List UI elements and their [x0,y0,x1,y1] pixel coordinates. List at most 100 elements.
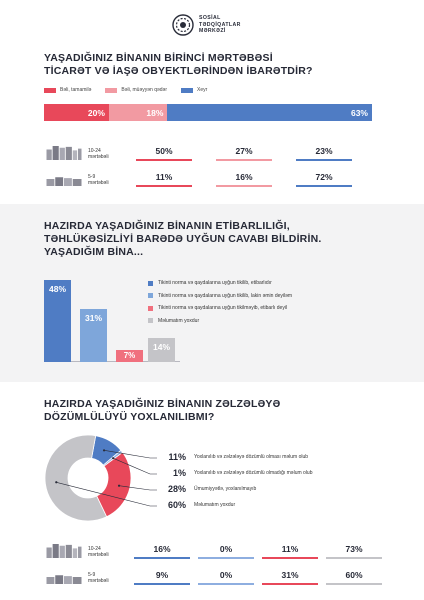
q1-row-tall-cell-value-1: 27% [235,146,253,156]
logo-text: SOSİAL TƏDQİQATLAR MƏRKƏZİ [199,15,241,35]
q1-legend-label-full-yes: Bəli, tamamilə [60,87,92,93]
q3-row-low-label: 5-9 mərtəbəli [88,572,124,584]
q3-row-tall-cell-value-1: 0% [219,544,233,554]
q1-legend-label-partial-yes: Bəli, müəyyən qədər [121,87,167,93]
q3-legend-label-1: Yoxlanılıb və zəlzələyə dözümlü olmadığı… [194,470,313,476]
q2-bar-label-1: 31% [84,313,102,324]
q3-legend-label-2: Ümumiyyətlə, yoxlanılmayıb [194,486,257,492]
q3-row-tall-cell-underline-0 [134,557,190,559]
q3-row-tall-cell-2: 11% [262,544,318,559]
q3-row-tall-cell-value-0: 16% [153,544,171,554]
q3-row-low-cell-1: 0% [198,570,254,585]
q3-row-tall-label-line-2: mərtəbəli [88,552,109,558]
q1-row-tall-cell-underline-0 [136,159,192,161]
q2-title: HAZIRDA YAŞADIĞINIZ BİNANIN ETİBARLILIĞI… [44,220,321,259]
q2-bar-2: 7% [116,350,143,362]
q3-row-tall-cell-underline-2 [262,557,318,559]
section-first-floor [0,0,424,204]
q1-row-tall-cell-1: 27% [216,146,272,161]
q1-row-tall-label-line-1: 10-24 [88,148,101,154]
q1-row-tall-label: 10-24 mərtəbəli [88,148,124,160]
q1-row-low-label-line-1: 5-9 [88,174,96,180]
q3-row-tall: 10-24 mərtəbəli 16% 0% 11% 73% [44,544,382,568]
q3-row-tall-cell-underline-1 [198,557,254,559]
q3-row-low: 5-9 mərtəbəli 9% 0% 31% 60% [44,570,382,594]
q1-row-low-label: 5-9 mərtəbəli [88,174,124,186]
q3-legend-value-2: 28% [167,484,186,494]
q1-row-low-cell-1: 16% [216,172,272,187]
q3-legend-item-1: 1% Yoxlanılıb və zəlzələyə dözümlü olmadı… [160,468,380,484]
q3-title-line-1: HAZIRDA YAŞADIĞINIZ BİNANIN ZƏLZƏLƏYƏ [44,398,281,410]
q2-legend-item-0: Tikinti norma və qaydalarına uyğun tikil… [148,277,292,290]
q2-legend-swatch-3 [148,318,153,324]
logo-emblem-icon [172,14,194,36]
q1-row-low-cell-underline-0 [136,185,192,187]
q2-legend-label-0: Tikinti norma və qaydalarına uyğun tikil… [158,280,272,287]
q1-bar-label-full-yes: 20% [87,107,105,118]
q3-row-low-cell-value-1: 0% [219,570,233,580]
q2-bar-0: 48% [44,280,71,362]
q3-row-low-cell-underline-2 [262,583,318,585]
q3-legend-value-0: 11% [168,452,186,462]
q3-legend-item-0: 11% Yoxlanılıb və zəlzələyə dözümlü olmas… [160,452,380,468]
q3-row-low-cell-underline-1 [198,583,254,585]
q2-legend: Tikinti norma və qaydalarına uyğun tikil… [148,277,292,327]
q1-row-low-label-line-2: mərtəbəli [88,180,109,186]
q3-legend-item-3: 60% Məlumatım yoxdur [160,500,380,516]
q2-legend-item-1: Tikinti norma və qaydalarına uyğun tikil… [148,290,292,303]
q2-legend-swatch-1 [148,293,153,299]
q3-legend-label-0: Yoxlanılıb və zəlzələyə dözümlü olması m… [194,454,309,460]
q3-row-low-label-line-2: mərtəbəli [88,578,109,584]
q2-legend-swatch-2 [148,305,153,311]
q1-row-low-cell-0: 11% [136,172,192,187]
q3-row-low-cell-value-3: 60% [345,570,363,580]
logo: SOSİAL TƏDQİQATLAR MƏRKƏZİ [172,14,241,36]
q1-legend-item-no: Xeyr [181,87,207,93]
q2-bar-label-2: 7% [123,351,136,361]
q1-row-low: 5-9 mərtəbəli 11% 16% 72% [44,172,372,196]
q3-row-low-cell-value-2: 31% [281,570,299,580]
low-building-icon [46,575,82,584]
logo-line-3: MƏRKƏZİ [199,28,226,35]
q1-legend-item-full-yes: Bəli, tamamilə [44,87,91,93]
q1-row-tall-cell-underline-2 [296,159,352,161]
q3-row-tall-cell-0: 16% [134,544,190,559]
q3-row-tall-label-line-1: 10-24 [88,546,101,552]
q2-legend-swatch-0 [148,280,153,286]
q3-row-low-label-line-1: 5-9 [88,572,96,578]
q1-row-low-cell-underline-2 [296,185,352,187]
q1-row-tall-cell-value-2: 23% [315,146,333,156]
logo-line-1: SOSİAL [199,15,221,22]
q3-row-tall-cell-value-2: 11% [281,544,299,554]
q1-bar-label-partial-yes: 18% [146,107,164,118]
q3-row-low-cell-underline-3 [326,583,382,585]
q1-legend: Bəli, tamamilə Bəli, müəyyən qədər Xeyr [44,87,207,93]
q1-row-low-cell-value-2: 72% [315,172,333,182]
q1-row-low-cell-underline-1 [216,185,272,187]
q3-legend: 11% Yoxlanılıb və zəlzələyə dözümlü olmas… [160,452,380,516]
q1-title-line-2: TİCARƏT VƏ İAŞƏ OBYEKTLƏRİNDƏN İBARƏTDİR… [44,65,313,77]
q3-row-tall-cell-value-3: 73% [345,544,363,554]
q1-legend-label-no: Xeyr [197,87,208,93]
q2-title-line-2: TƏHLÜKƏSİZLİYİ BARƏDƏ UYĞUN CAVABI BİLDİ… [44,233,322,245]
q3-title: HAZIRDA YAŞADIĞINIZ BİNANIN ZƏLZƏLƏYƏ DÖ… [44,398,280,424]
tall-building-icon [46,146,82,160]
q2-bar-chart: 48% 31% 7% 14% [44,280,180,362]
logo-line-2: TƏDQİQATLAR [199,21,241,28]
q3-row-low-cell-3: 60% [326,570,382,585]
q2-legend-label-1: Tikinti norma və qaydalarına uyğun tikil… [158,292,293,299]
q2-legend-item-3: Məlumatım yoxdur [148,315,292,328]
low-building-icon [46,177,82,186]
q2-bar-1: 31% [80,309,107,362]
q1-bar-segment-no: 63% [167,104,372,121]
q1-title-line-1: YAŞADIĞINIZ BİNANIN BİRİNCİ MƏRTƏBƏSİ [44,52,273,64]
q3-row-low-cell-0: 9% [134,570,190,585]
q1-title: YAŞADIĞINIZ BİNANIN BİRİNCİ MƏRTƏBƏSİ Tİ… [44,52,313,78]
q2-bar-3: 14% [148,338,175,362]
q3-row-low-cell-underline-0 [134,583,190,585]
q2-title-line-3: YAŞADIĞIM BİNA... [44,246,144,258]
q1-row-tall: 10-24 mərtəbəli 50% 27% 23% [44,146,372,170]
q1-legend-swatch-partial-yes [105,87,118,93]
q3-donut-chart [44,434,132,522]
q1-row-low-cell-value-1: 16% [235,172,253,182]
